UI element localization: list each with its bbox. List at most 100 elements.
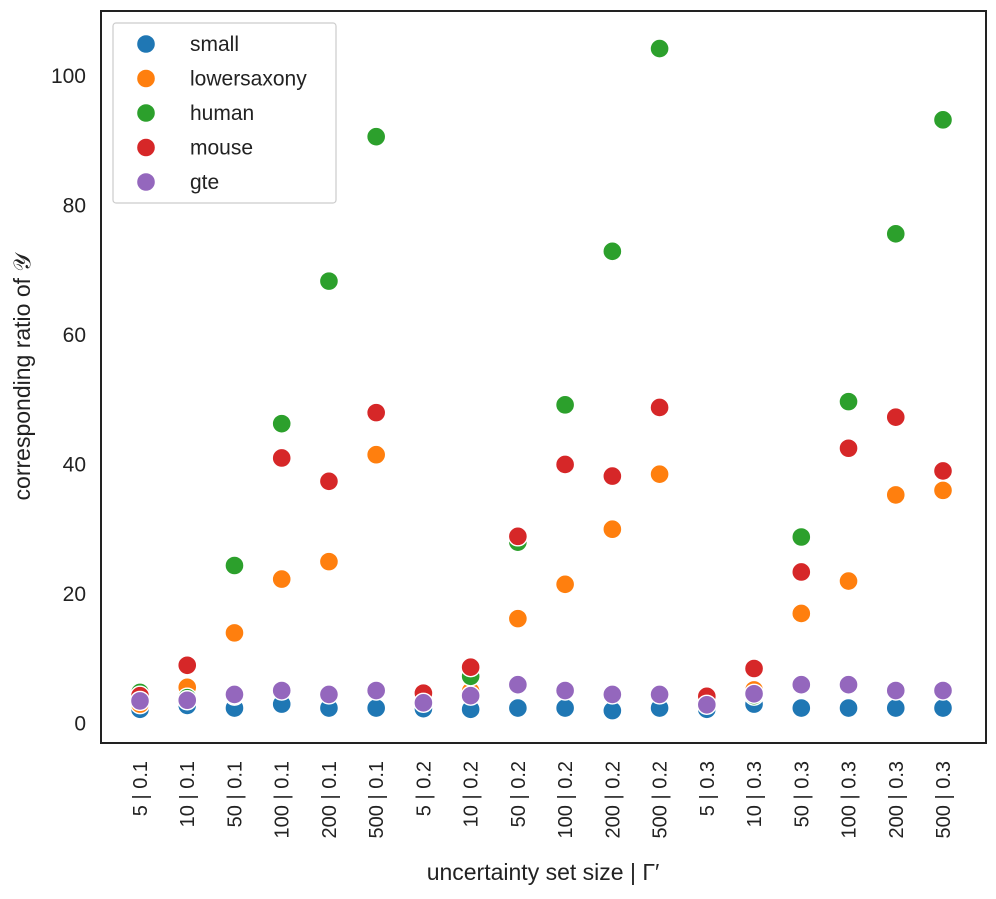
point-gte (507, 674, 529, 695)
point-lowersaxony (932, 480, 954, 501)
point-lowersaxony (507, 608, 529, 629)
point-small (885, 697, 906, 719)
y-tick-label: 100 (51, 65, 86, 88)
point-human (791, 526, 812, 548)
point-gte (932, 680, 954, 701)
x-tick-label: 5 | 0.1 (130, 761, 152, 816)
point-human (602, 241, 623, 262)
point-mouse (318, 471, 340, 492)
point-mouse (791, 561, 812, 583)
point-small (507, 697, 529, 719)
point-human (224, 555, 245, 576)
x-tick-label: 500 | 0.1 (366, 761, 388, 838)
y-axis-ticks: 0 20 40 60 80 100 (51, 65, 86, 736)
point-gte (743, 683, 765, 704)
x-tick-label: 200 | 0.3 (886, 761, 908, 838)
legend-marker-mouse (135, 137, 157, 158)
x-axis-label: uncertainty set size | Γ′ (427, 859, 660, 885)
point-lowersaxony (554, 574, 576, 595)
y-axis-label: corresponding ratio of 𝒴 (9, 252, 35, 501)
point-gte (554, 680, 576, 701)
point-mouse (507, 526, 529, 547)
x-tick-label: 50 | 0.1 (224, 761, 246, 827)
x-tick-label: 200 | 0.1 (319, 761, 341, 838)
point-lowersaxony (318, 551, 340, 572)
point-human (365, 126, 387, 147)
point-mouse (177, 655, 198, 676)
point-gte (129, 690, 151, 712)
point-gte (318, 684, 340, 705)
y-tick-label: 60 (63, 324, 86, 347)
point-lowersaxony (365, 444, 387, 465)
point-gte (460, 685, 481, 706)
point-gte (271, 680, 292, 701)
x-tick-label: 10 | 0.2 (461, 761, 483, 827)
point-mouse (602, 465, 623, 487)
point-mouse (271, 447, 292, 469)
legend-marker-gte (135, 171, 157, 193)
point-small (791, 697, 812, 719)
point-small (554, 697, 576, 719)
point-mouse (460, 657, 481, 678)
point-small (932, 697, 954, 719)
x-tick-label: 500 | 0.2 (650, 761, 672, 838)
point-gte (838, 674, 859, 695)
point-gte (224, 684, 245, 705)
x-tick-label: 200 | 0.2 (602, 761, 624, 838)
x-tick-label: 10 | 0.3 (744, 761, 766, 827)
point-small (365, 697, 387, 719)
legend-frame (112, 22, 337, 204)
x-tick-label: 100 | 0.2 (555, 761, 577, 838)
point-human (932, 109, 954, 131)
point-lowersaxony (791, 603, 812, 624)
point-mouse (885, 406, 906, 428)
point-mouse (554, 454, 576, 475)
point-lowersaxony (602, 519, 623, 540)
point-mouse (365, 402, 387, 423)
point-human (318, 270, 340, 292)
legend: small lowersaxony human mouse gte (112, 22, 337, 204)
point-human (885, 223, 906, 245)
point-gte (365, 680, 387, 701)
point-human (554, 394, 576, 416)
point-lowersaxony (885, 484, 906, 506)
point-lowersaxony (224, 622, 245, 644)
x-tick-label: 50 | 0.3 (791, 761, 813, 827)
point-small (838, 697, 859, 719)
x-axis-ticks: 5 | 0.1 10 | 0.1 50 | 0.1 100 | 0.1 200 | 0.… (130, 761, 955, 838)
legend-label-mouse: mouse (190, 137, 253, 160)
point-human (649, 38, 670, 59)
x-tick-label: 100 | 0.3 (839, 761, 861, 838)
legend-marker-human (135, 102, 157, 124)
legend-label-gte: gte (190, 171, 219, 194)
x-tick-label: 500 | 0.3 (933, 761, 955, 838)
y-tick-label: 80 (63, 194, 86, 217)
y-tick-label: 40 (63, 453, 86, 476)
x-tick-label: 100 | 0.1 (272, 761, 294, 838)
point-mouse (743, 658, 765, 679)
x-tick-label: 50 | 0.2 (508, 761, 530, 827)
point-gte (413, 692, 434, 714)
point-gte (696, 694, 718, 715)
point-human (838, 391, 859, 412)
legend-label-lowersaxony: lowersaxony (190, 68, 307, 91)
point-gte (885, 680, 906, 701)
point-lowersaxony (271, 568, 292, 590)
x-tick-label: 10 | 0.1 (177, 761, 199, 827)
point-gte (649, 684, 670, 705)
y-tick-label: 20 (63, 583, 86, 606)
point-lowersaxony (838, 570, 859, 592)
point-mouse (932, 460, 954, 482)
point-gte (602, 684, 623, 705)
x-tick-label: 5 | 0.2 (413, 761, 435, 816)
point-human (271, 413, 292, 434)
legend-label-small: small (190, 33, 239, 56)
legend-marker-lowersaxony (135, 68, 157, 89)
point-gte (791, 674, 812, 695)
data-points (129, 38, 954, 721)
legend-marker-small (135, 33, 157, 55)
y-tick-label: 0 (74, 713, 86, 736)
point-gte (177, 690, 198, 711)
point-mouse (649, 397, 670, 418)
